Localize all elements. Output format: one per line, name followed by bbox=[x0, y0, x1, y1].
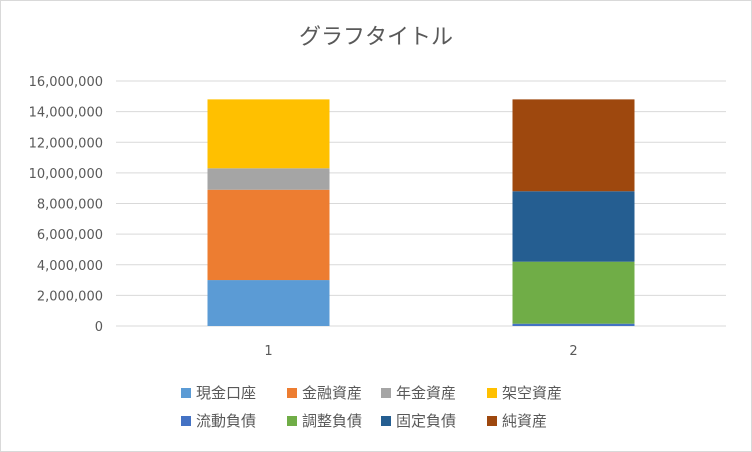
legend-swatch bbox=[381, 388, 391, 398]
y-tick-label: 6,000,000 bbox=[37, 228, 103, 243]
y-tick-label: 16,000,000 bbox=[29, 75, 103, 90]
legend-swatch bbox=[181, 388, 191, 398]
y-tick-label: 14,000,000 bbox=[29, 106, 103, 121]
bar-segment bbox=[512, 99, 635, 192]
legend-swatch bbox=[381, 416, 391, 426]
legend-label: 年金資産 bbox=[396, 384, 456, 402]
bar-segment bbox=[207, 280, 330, 326]
y-axis-tick-labels: 0 2,000,000 4,000,000 6,000,000 8,000,000 10,… bbox=[29, 75, 103, 335]
bar-segment bbox=[207, 99, 330, 169]
bars bbox=[207, 99, 635, 326]
bar-segment bbox=[512, 323, 635, 326]
legend-swatch bbox=[287, 416, 297, 426]
chart-title: グラフタイトル bbox=[299, 25, 453, 50]
y-tick-label: 2,000,000 bbox=[37, 289, 103, 304]
y-tick-label: 4,000,000 bbox=[37, 259, 103, 274]
legend-swatch bbox=[487, 388, 497, 398]
y-tick-label: 8,000,000 bbox=[37, 198, 103, 213]
legend-label: 固定負債 bbox=[396, 412, 456, 430]
y-tick-label: 0 bbox=[95, 320, 103, 335]
legend-label: 純資産 bbox=[502, 412, 547, 430]
bar-segment bbox=[207, 168, 330, 190]
legend-label: 調整負債 bbox=[302, 412, 362, 430]
y-tick-label: 12,000,000 bbox=[29, 136, 103, 151]
x-tick-label: 1 bbox=[264, 344, 272, 359]
legend-swatch bbox=[181, 416, 191, 426]
y-tick-label: 10,000,000 bbox=[29, 167, 103, 182]
legend-label: 現金口座 bbox=[196, 384, 256, 402]
bar-segment bbox=[207, 189, 330, 281]
legend-label: 架空資産 bbox=[502, 384, 562, 402]
legend-label: 金融資産 bbox=[302, 384, 362, 402]
legend-swatch bbox=[287, 388, 297, 398]
legend-label: 流動負債 bbox=[196, 412, 256, 430]
bar-segment bbox=[512, 261, 635, 324]
x-tick-label: 2 bbox=[569, 344, 577, 359]
bar-segment bbox=[512, 191, 635, 262]
legend-swatch bbox=[487, 416, 497, 426]
